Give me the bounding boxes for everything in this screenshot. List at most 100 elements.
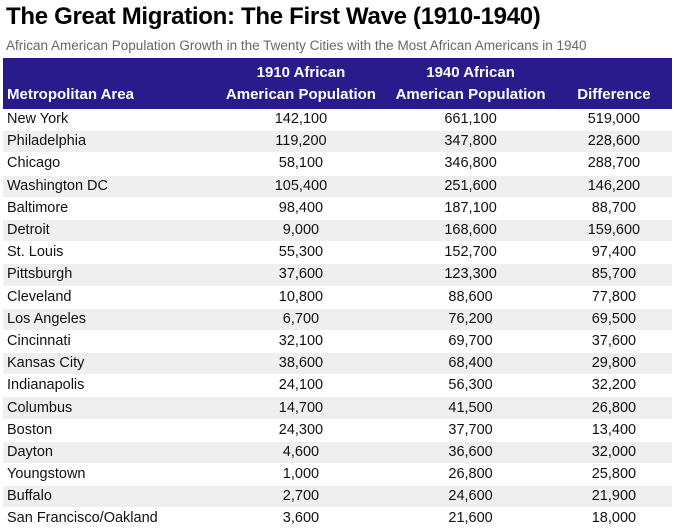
- number-cell: 77,800: [555, 286, 672, 309]
- column-header: Metropolitan Area: [3, 58, 217, 109]
- table-row: St. Louis 55,300 152,700 97,400: [3, 241, 672, 265]
- city-cell: Detroit: [3, 219, 217, 243]
- table-row: San Francisco/Oakland 3,600 21,600 18,000: [3, 507, 672, 531]
- number-cell: 88,700: [555, 197, 672, 220]
- number-cell: 98,400: [216, 197, 386, 220]
- number-cell: 97,400: [555, 241, 672, 265]
- column-header: 1910 African American Population: [216, 58, 386, 109]
- city-cell: New York: [3, 109, 217, 132]
- city-cell: Columbus: [3, 396, 217, 420]
- number-cell: 55,300: [216, 241, 386, 265]
- number-cell: 661,100: [385, 109, 556, 132]
- city-cell: Los Angeles: [3, 308, 217, 331]
- number-cell: 123,300: [385, 263, 556, 287]
- city-cell: Boston: [3, 419, 217, 442]
- number-cell: 18,000: [555, 507, 672, 531]
- header-line: Difference: [577, 86, 651, 103]
- number-cell: 187,100: [385, 197, 556, 220]
- number-cell: 26,800: [385, 463, 556, 487]
- number-cell: 4,600: [216, 441, 386, 465]
- city-cell: Cincinnati: [3, 330, 217, 354]
- number-cell: 119,200: [216, 130, 386, 154]
- number-cell: 32,000: [555, 441, 672, 465]
- number-cell: 29,800: [555, 352, 672, 376]
- number-cell: 37,600: [216, 263, 386, 287]
- number-cell: 36,600: [385, 441, 556, 465]
- table-row: Buffalo 2,700 24,600 21,900: [3, 485, 672, 509]
- table-row: Philadelphia 119,200 347,800 228,600: [3, 130, 672, 154]
- city-cell: Pittsburgh: [3, 263, 217, 287]
- number-cell: 519,000: [555, 109, 672, 132]
- number-cell: 21,900: [555, 485, 672, 509]
- number-cell: 41,500: [385, 396, 556, 420]
- number-cell: 6,700: [216, 308, 386, 331]
- number-cell: 69,700: [385, 330, 556, 354]
- number-cell: 1,000: [216, 463, 386, 487]
- header-line: Metropolitan Area: [7, 86, 134, 103]
- number-cell: 228,600: [555, 130, 672, 154]
- number-cell: 9,000: [216, 219, 386, 243]
- header-line: American Population: [395, 86, 546, 103]
- table-row: Los Angeles 6,700 76,200 69,500: [3, 308, 672, 331]
- table-row: Indianapolis 24,100 56,300 32,200: [3, 374, 672, 398]
- city-cell: Youngstown: [3, 463, 217, 487]
- number-cell: 37,600: [555, 330, 672, 354]
- number-cell: 346,800: [385, 152, 556, 176]
- number-cell: 14,700: [216, 396, 386, 420]
- number-cell: 32,200: [555, 374, 672, 398]
- number-cell: 38,600: [216, 352, 386, 376]
- city-cell: Washington DC: [3, 175, 217, 198]
- city-cell: St. Louis: [3, 241, 217, 265]
- table-row: New York 142,100 661,100 519,000: [3, 109, 672, 132]
- table-row: Youngstown 1,000 26,800 25,800: [3, 463, 672, 487]
- number-cell: 159,600: [555, 219, 672, 243]
- header-line: 1910 African: [256, 64, 346, 81]
- number-cell: 32,100: [216, 330, 386, 354]
- number-cell: 146,200: [555, 175, 672, 198]
- column-header: 1940 African American Population: [385, 58, 556, 109]
- city-cell: Indianapolis: [3, 374, 217, 398]
- table-row: Detroit 9,000 168,600 159,600: [3, 219, 672, 243]
- header-line: 1940 African: [426, 64, 515, 81]
- header-line: American Population: [225, 86, 376, 103]
- city-cell: Buffalo: [3, 485, 217, 509]
- number-cell: 88,600: [385, 286, 556, 309]
- number-cell: 25,800: [555, 463, 672, 487]
- number-cell: 288,700: [555, 152, 672, 176]
- number-cell: 24,600: [385, 485, 556, 509]
- number-cell: 58,100: [216, 152, 386, 176]
- table-row: Baltimore 98,400 187,100 88,700: [3, 197, 672, 220]
- table-header: Metropolitan Area 1910 African American Po…: [3, 58, 672, 109]
- number-cell: 13,400: [555, 419, 672, 442]
- number-cell: 142,100: [216, 109, 386, 132]
- number-cell: 68,400: [385, 352, 556, 376]
- number-cell: 76,200: [385, 308, 556, 331]
- table-row: Cincinnati 32,100 69,700 37,600: [3, 330, 672, 354]
- table-body: New York 142,100 661,100 519,000 Philadelphi…: [3, 109, 672, 531]
- population-table: Metropolitan Area 1910 African American Po…: [3, 58, 672, 531]
- number-cell: 2,700: [216, 485, 386, 509]
- number-cell: 21,600: [385, 507, 556, 531]
- table-row: Boston 24,300 37,700 13,400: [3, 419, 672, 442]
- table-row: Chicago 58,100 346,800 288,700: [3, 152, 672, 176]
- number-cell: 251,600: [385, 175, 556, 198]
- number-cell: 105,400: [216, 175, 386, 198]
- number-cell: 56,300: [385, 374, 556, 398]
- city-cell: Kansas City: [3, 352, 217, 376]
- city-cell: Chicago: [3, 152, 217, 176]
- number-cell: 3,600: [216, 507, 386, 531]
- number-cell: 24,300: [216, 419, 386, 442]
- city-cell: Philadelphia: [3, 130, 217, 154]
- city-cell: Dayton: [3, 441, 217, 465]
- table-row: Cleveland 10,800 88,600 77,800: [3, 286, 672, 309]
- number-cell: 85,700: [555, 263, 672, 287]
- title: The Great Migration: The First Wave (191…: [6, 3, 541, 30]
- city-cell: San Francisco/Oakland: [3, 507, 217, 531]
- table-row: Columbus 14,700 41,500 26,800: [3, 396, 672, 420]
- table-row: Pittsburgh 37,600 123,300 85,700: [3, 263, 672, 287]
- number-cell: 24,100: [216, 374, 386, 398]
- column-header: Difference: [555, 58, 672, 109]
- table-row: Washington DC 105,400 251,600 146,200: [3, 175, 672, 198]
